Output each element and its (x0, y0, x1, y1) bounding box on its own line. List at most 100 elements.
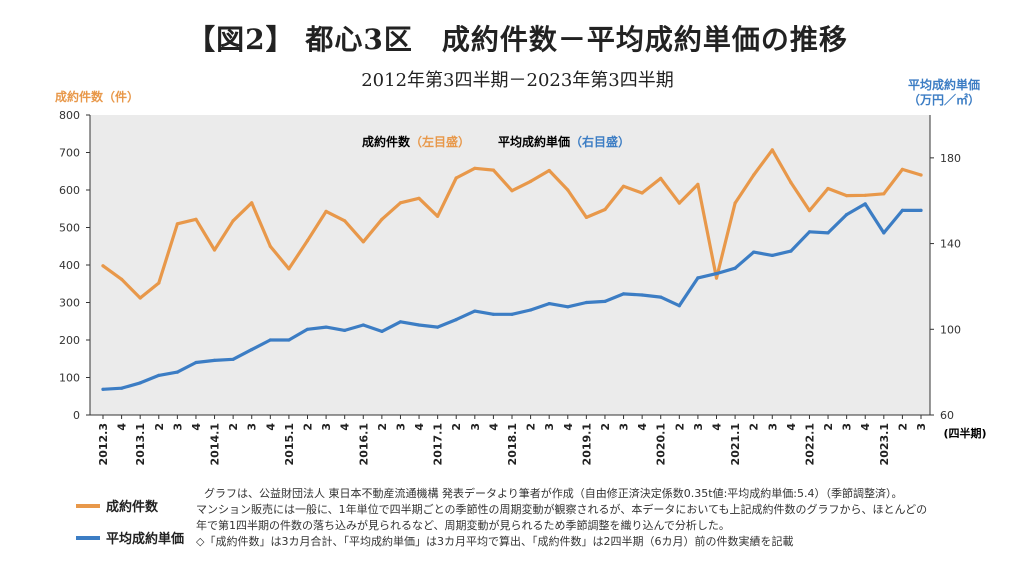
count-series-point (566, 188, 570, 192)
legend-count: 成約件数 (76, 496, 158, 515)
x-tick-label: 4 (413, 423, 426, 431)
price-series-point (436, 325, 440, 329)
legend-price: 平均成約単価 (76, 528, 184, 547)
x-tick-label: 2013.1 (134, 423, 147, 465)
x-tick-label: 4 (339, 423, 352, 431)
x-tick-label: 4 (116, 423, 129, 431)
price-series-point (231, 357, 235, 361)
x-tick-label: 2 (896, 423, 909, 431)
right-tick-label: 60 (940, 409, 954, 422)
x-tick-label: 4 (711, 423, 724, 431)
price-series-point (380, 329, 384, 333)
x-unit-label: (四半期) (943, 426, 986, 440)
count-series-point (398, 201, 403, 205)
count-series-point (194, 217, 198, 221)
count-series-point (603, 207, 607, 212)
x-tick-label: 2 (822, 423, 835, 431)
price-series-point (212, 358, 217, 362)
left-tick-label: 400 (59, 259, 80, 272)
price-series-point (250, 348, 254, 352)
x-tick-label: 2 (376, 423, 389, 431)
left-tick-label: 100 (59, 372, 80, 385)
x-tick-label: 2021.1 (729, 423, 742, 465)
price-series-point (120, 386, 124, 390)
price-series-point (714, 272, 719, 276)
price-series-point (677, 304, 681, 308)
count-series-point (621, 184, 626, 188)
x-tick-label: 3 (246, 423, 259, 431)
price-series-point (733, 266, 737, 270)
chart-title: 【図2】 都心3区 成約件数－平均成約単価の推移 (187, 23, 848, 56)
count-series-point (305, 239, 310, 243)
x-tick-label: 3 (841, 423, 854, 431)
legend-price-label: 平均成約単価 (106, 532, 185, 547)
legend-count-label: 成約件数 (106, 500, 159, 515)
right-tick-label: 100 (940, 323, 961, 336)
x-tick-label: 2014.1 (209, 423, 222, 465)
price-series-point (789, 249, 793, 253)
inner-legend-price-note: （右目盛） (570, 134, 630, 149)
legend-count-swatch (76, 503, 100, 508)
count-series-point (826, 186, 830, 191)
inner-legend-price-name: 平均成約単価 (498, 134, 570, 149)
left-tick-label: 0 (73, 409, 80, 422)
price-series-point (826, 231, 830, 235)
x-tick-label: 2 (450, 423, 463, 431)
price-series-point (621, 292, 626, 296)
x-tick-label: 2 (599, 423, 612, 431)
x-tick-label: 2 (227, 423, 240, 431)
x-tick-label: 2018.1 (506, 423, 519, 465)
price-series-point (584, 300, 589, 305)
count-series-point (529, 179, 533, 183)
count-series-point (919, 173, 923, 177)
x-tick-label: 2015.1 (283, 423, 296, 465)
x-tick-label: 3 (394, 423, 407, 431)
plot-area (90, 115, 930, 415)
price-series-point (343, 328, 347, 332)
right-tick-label: 140 (940, 238, 961, 251)
price-series-point (491, 312, 495, 316)
left-tick-label: 200 (59, 334, 80, 347)
x-tick-label: 2017.1 (432, 423, 445, 465)
x-tick-label: 3 (543, 423, 556, 431)
count-series-point (231, 219, 235, 223)
count-series-point (752, 173, 756, 177)
count-series-point (547, 168, 551, 173)
count-series-point (380, 217, 384, 221)
count-series-point (900, 167, 905, 171)
price-series-point (696, 276, 700, 280)
legend-price-swatch (76, 535, 100, 540)
count-series-point (863, 193, 867, 197)
x-tick-label: 2016.1 (357, 423, 370, 465)
left-tick-label: 800 (59, 109, 80, 122)
count-series-point (212, 248, 217, 252)
x-tick-label: 4 (487, 423, 500, 431)
right-tick-label: 180 (940, 152, 961, 165)
count-series-point (882, 192, 886, 196)
count-series-point (454, 176, 458, 180)
left-tick-label: 600 (59, 184, 80, 197)
price-series-point (157, 373, 161, 377)
price-series-point (287, 338, 291, 342)
x-tick-label: 2022.1 (803, 423, 816, 465)
count-series-point (491, 168, 495, 172)
price-series-point (417, 323, 421, 327)
price-series-point (510, 312, 514, 316)
count-series-point (324, 209, 328, 213)
price-series-point (194, 360, 198, 365)
footnote-line2: マンション販売には一般に、1年単位で四半期ごとの季節性の周期変動が観察されるが、… (196, 503, 928, 516)
right-axis-label-line1: 平均成約単価 (908, 77, 980, 92)
inner-legend: 成約件数（左目盛） 平均成約単価（右目盛） (362, 134, 630, 149)
x-tick-label: 4 (190, 423, 203, 431)
count-series-point (714, 276, 719, 280)
price-series-point (919, 208, 923, 212)
price-series-point (529, 308, 533, 312)
x-tick-label: 4 (562, 423, 575, 431)
count-series-point (659, 176, 663, 180)
price-series-point (268, 338, 272, 342)
count-series-point (807, 209, 812, 213)
price-series-point (659, 295, 663, 299)
price-series-point (882, 231, 886, 235)
x-tick-label: 4 (636, 423, 649, 431)
footnote-line3: 年で第1四半期の件数の落ち込みが見られるなど、周期変動が見られるため季節調整を織… (196, 519, 730, 532)
